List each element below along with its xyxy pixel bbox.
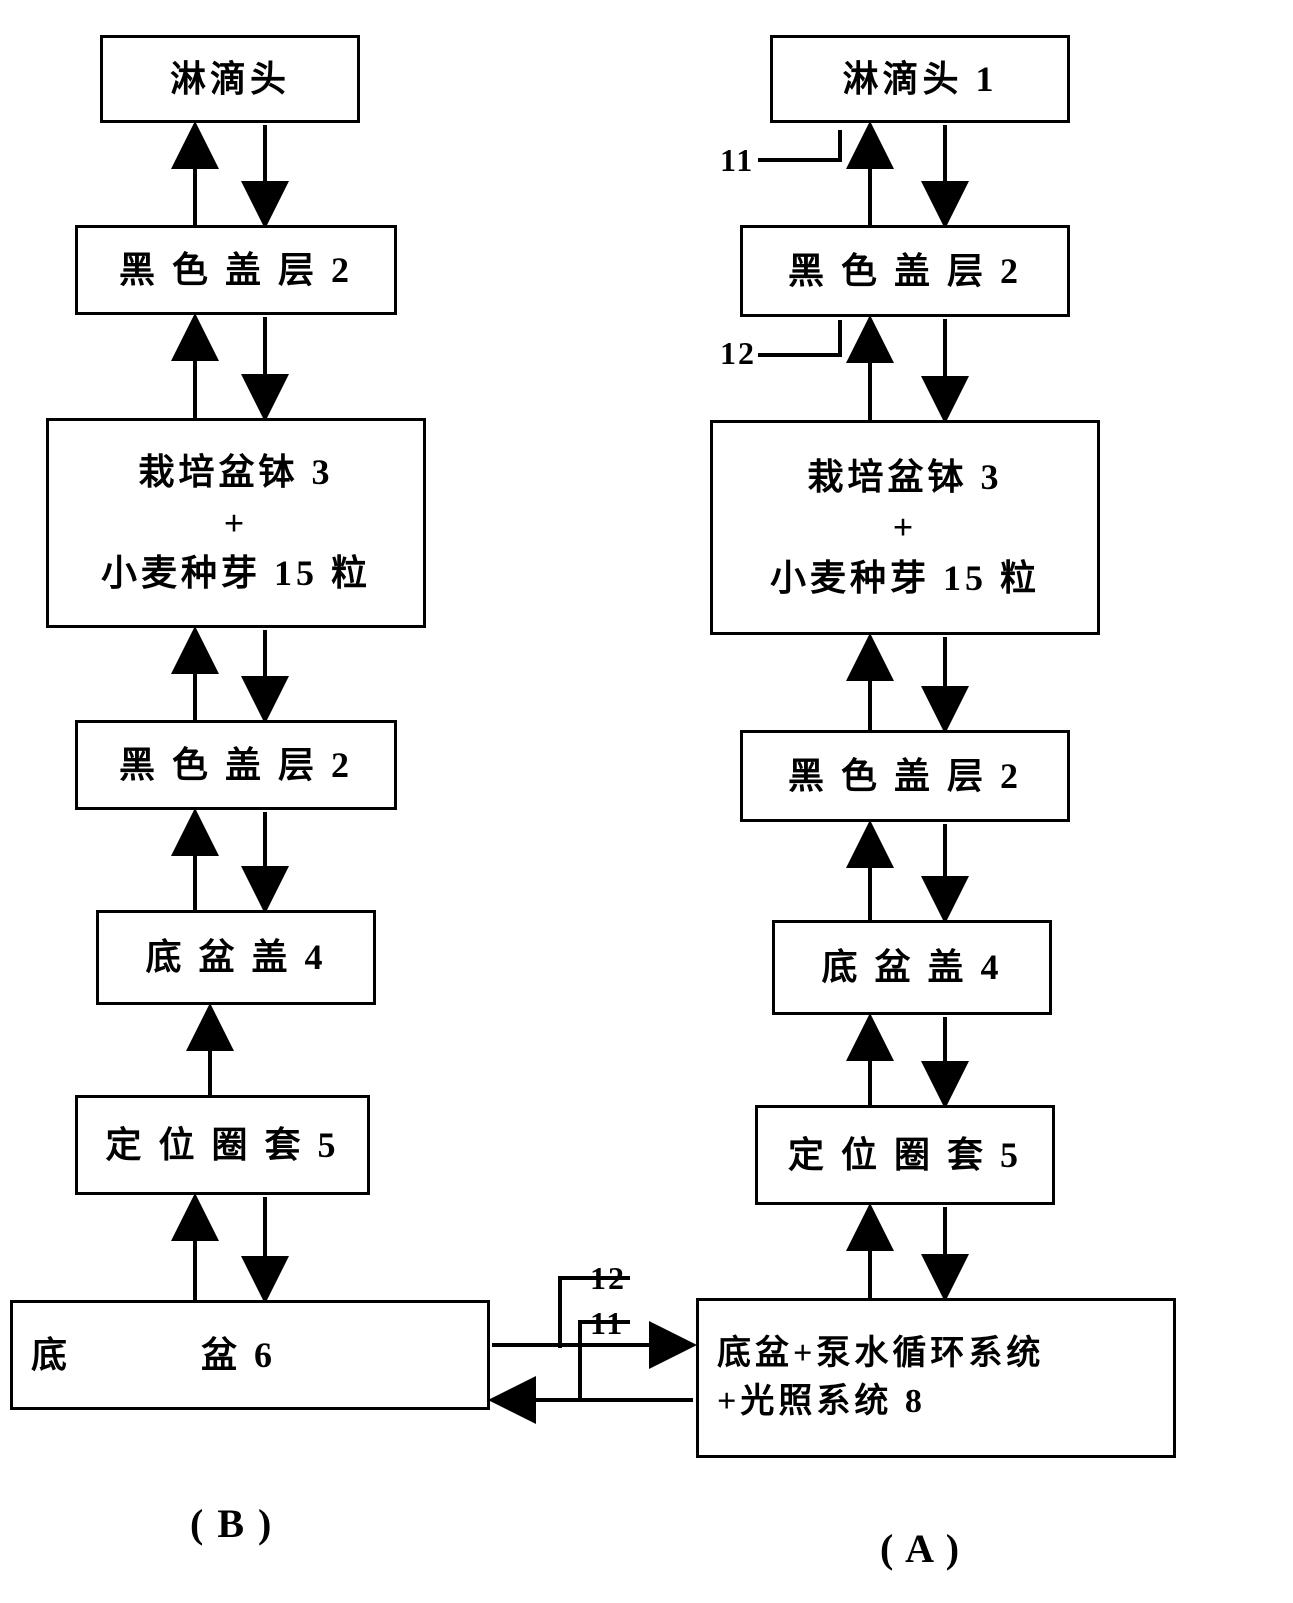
node-text: 黑 色 盖 层 2 xyxy=(788,246,1022,296)
node-text: 栽培盆钵 3 xyxy=(807,452,1002,502)
node-a5: 底 盆 盖 4 xyxy=(772,920,1052,1015)
node-text: 底 盆 盖 4 xyxy=(145,932,326,982)
node-text: + xyxy=(224,498,249,548)
label-lbl11b: 11 xyxy=(590,1305,624,1342)
node-a4: 黑 色 盖 层 2 xyxy=(740,730,1070,822)
node-text: 栽培盆钵 3 xyxy=(138,447,333,497)
node-b4: 黑 色 盖 层 2 xyxy=(75,720,397,810)
node-text: 黑 色 盖 层 2 xyxy=(119,245,353,295)
node-b5: 底 盆 盖 4 xyxy=(96,910,376,1005)
diagram-canvas: 淋滴头黑 色 盖 层 2栽培盆钵 3+小麦种芽 15 粒黑 色 盖 层 2底 盆… xyxy=(0,0,1293,1603)
node-text: 底 盆 盖 4 xyxy=(821,942,1002,992)
node-text: 小麦种芽 15 粒 xyxy=(770,553,1040,603)
node-text: 小麦种芽 15 粒 xyxy=(101,548,371,598)
node-b1: 淋滴头 xyxy=(100,35,360,123)
leader-line xyxy=(758,320,840,355)
node-text: 底盆+泵水循环系统 xyxy=(717,1330,1044,1378)
node-text: 黑 色 盖 层 2 xyxy=(119,740,353,790)
label-lblB: ( B ) xyxy=(190,1500,273,1547)
node-a2: 黑 色 盖 层 2 xyxy=(740,225,1070,317)
node-text: 底 盆 6 xyxy=(31,1330,276,1380)
node-text: 淋滴头 1 xyxy=(842,54,997,104)
label-lbl12b: 12 xyxy=(590,1260,626,1297)
leader-line xyxy=(758,130,840,160)
node-text: 黑 色 盖 层 2 xyxy=(788,751,1022,801)
node-a7: 底盆+泵水循环系统+光照系统 8 xyxy=(696,1298,1176,1458)
node-text: 定 位 圈 套 5 xyxy=(788,1130,1022,1180)
node-b6: 定 位 圈 套 5 xyxy=(75,1095,370,1195)
node-text: 淋滴头 xyxy=(170,54,290,104)
node-a1: 淋滴头 1 xyxy=(770,35,1070,123)
node-b3: 栽培盆钵 3+小麦种芽 15 粒 xyxy=(46,418,426,628)
node-text: 定 位 圈 套 5 xyxy=(105,1120,339,1170)
node-a3: 栽培盆钵 3+小麦种芽 15 粒 xyxy=(710,420,1100,635)
node-b2: 黑 色 盖 层 2 xyxy=(75,225,397,315)
label-lbl11a: 11 xyxy=(720,142,754,179)
node-b7: 底 盆 6 xyxy=(10,1300,490,1410)
node-text: +光照系统 8 xyxy=(717,1378,926,1426)
label-lblA: ( A ) xyxy=(880,1525,961,1572)
node-text: + xyxy=(893,502,918,552)
node-a6: 定 位 圈 套 5 xyxy=(755,1105,1055,1205)
label-lbl12a: 12 xyxy=(720,335,756,372)
